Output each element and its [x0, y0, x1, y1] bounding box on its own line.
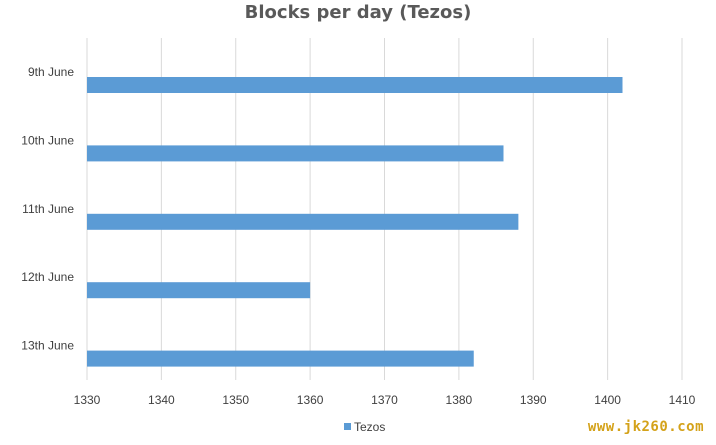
x-tick-label: 1360 [297, 393, 324, 407]
x-tick-label: 1390 [520, 393, 547, 407]
category-label: 9th June [28, 65, 74, 79]
category-label: 11th June [22, 202, 74, 216]
watermark: www.jk260.com [587, 419, 704, 435]
bars [87, 77, 623, 367]
x-tick-label: 1380 [446, 393, 473, 407]
category-label: 12th June [21, 270, 74, 284]
bar [87, 213, 519, 230]
chart-title: Blocks per day (Tezos) [245, 2, 472, 23]
legend-swatch [344, 423, 351, 430]
category-label: 10th June [21, 133, 74, 147]
bar [87, 350, 474, 367]
bar [87, 77, 623, 93]
x-tick-label: 1400 [594, 393, 621, 407]
x-axis-ticks: 1330 1340 1350 1360 1370 1380 1390 1400 1410 [74, 393, 696, 407]
gridlines [86, 38, 683, 380]
category-label: 13th June [21, 339, 74, 353]
x-tick-label: 1330 [74, 393, 101, 407]
x-tick-label: 1350 [222, 393, 249, 407]
category-labels: 9th June 10th June 11th June 12th June 13th … [21, 65, 74, 353]
bar [87, 282, 311, 299]
x-tick-label: 1340 [148, 393, 175, 407]
x-tick-label: 1370 [371, 393, 398, 407]
bar [87, 145, 504, 162]
legend-label: Tezos [354, 420, 385, 434]
x-tick-label: 1410 [669, 393, 696, 407]
legend: Tezos [344, 420, 385, 434]
